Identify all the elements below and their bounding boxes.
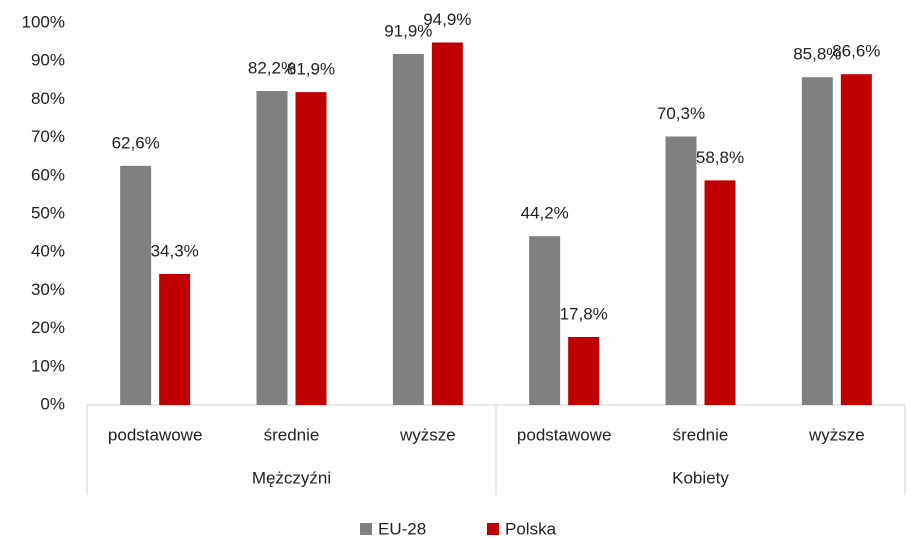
bar bbox=[392, 53, 424, 405]
y-tick-label: 80% bbox=[31, 89, 65, 108]
bar bbox=[295, 92, 327, 405]
group-label: Mężczyźni bbox=[252, 468, 331, 487]
y-tick-label: 90% bbox=[31, 51, 65, 70]
value-label: 17,8% bbox=[560, 304, 608, 323]
value-label: 94,9% bbox=[423, 10, 471, 29]
group-label: Kobiety bbox=[672, 468, 729, 487]
x-tick-label: średnie bbox=[673, 425, 729, 444]
value-label: 85,8% bbox=[793, 45, 841, 64]
bar bbox=[568, 337, 600, 405]
value-label: 82,2% bbox=[248, 58, 296, 77]
value-label: 34,3% bbox=[151, 241, 199, 260]
x-tick-label: podstawowe bbox=[517, 425, 612, 444]
x-tick-label: podstawowe bbox=[108, 425, 203, 444]
value-label: 70,3% bbox=[657, 104, 705, 123]
value-label: 81,9% bbox=[287, 60, 335, 79]
bar bbox=[120, 165, 152, 405]
legend-label: Polska bbox=[505, 519, 557, 538]
bar bbox=[704, 180, 736, 405]
y-tick-label: 40% bbox=[31, 242, 65, 261]
value-label: 86,6% bbox=[832, 42, 880, 61]
bar bbox=[431, 42, 463, 406]
y-tick-label: 50% bbox=[31, 203, 65, 222]
value-label: 44,2% bbox=[521, 204, 569, 223]
value-label: 91,9% bbox=[384, 21, 432, 40]
bar bbox=[529, 236, 561, 405]
legend-swatch bbox=[487, 523, 499, 535]
y-tick-label: 10% bbox=[31, 356, 65, 375]
y-tick-label: 100% bbox=[22, 12, 65, 31]
bar bbox=[840, 74, 872, 406]
y-tick-label: 70% bbox=[31, 127, 65, 146]
bar bbox=[801, 77, 833, 405]
legend-swatch bbox=[360, 523, 372, 535]
y-tick-label: 60% bbox=[31, 165, 65, 184]
value-label: 62,6% bbox=[112, 133, 160, 152]
legend-label: EU-28 bbox=[378, 519, 426, 538]
y-tick-label: 20% bbox=[31, 318, 65, 337]
x-tick-label: wyższe bbox=[808, 425, 865, 444]
bar bbox=[159, 273, 191, 405]
y-tick-label: 30% bbox=[31, 280, 65, 299]
x-tick-label: wyższe bbox=[399, 425, 456, 444]
bar bbox=[256, 90, 288, 405]
bar bbox=[665, 136, 697, 406]
y-tick-label: 0% bbox=[40, 394, 65, 413]
value-label: 58,8% bbox=[696, 148, 744, 167]
x-tick-label: średnie bbox=[264, 425, 320, 444]
